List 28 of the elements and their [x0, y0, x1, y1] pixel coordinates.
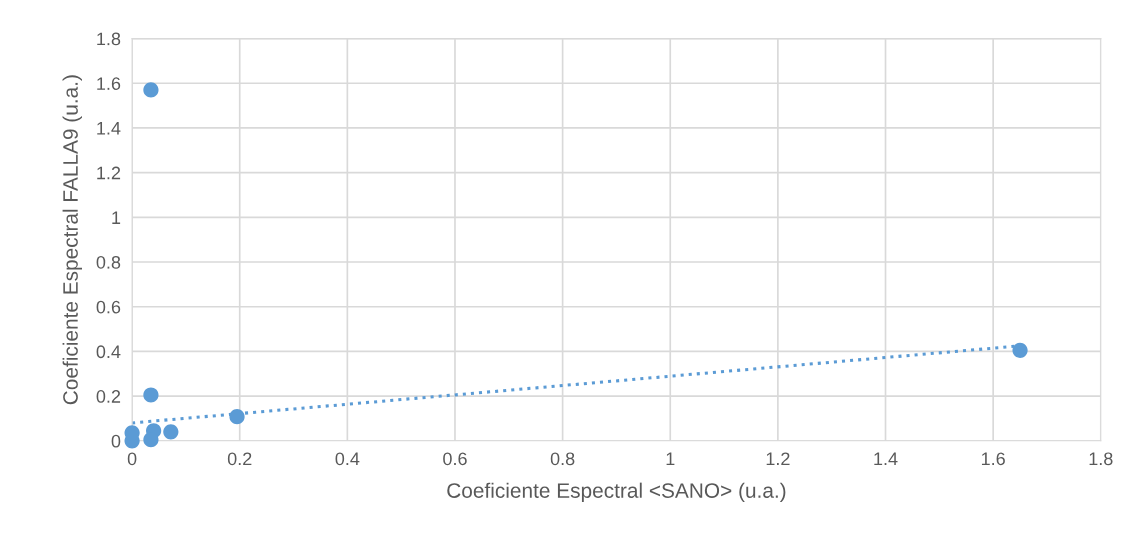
y-tick-label: 1.2	[97, 166, 121, 180]
y-tick-label: 1.6	[97, 77, 121, 90]
x-axis-title: Coeficiente Espectral <SANO> (u.a.)	[447, 482, 786, 503]
point	[143, 82, 159, 98]
x-tick-label: 0	[127, 452, 137, 466]
x-tick-label: 1.4	[874, 452, 898, 465]
y-tick-label: 0.6	[96, 300, 121, 314]
x-tick-label: 0.4	[335, 452, 360, 466]
y-tick-label: 1.4	[97, 122, 121, 135]
y-tick-label: 1.8	[97, 32, 121, 46]
x-tick-label: 0.2	[227, 452, 252, 466]
x-tick-label: 1.2	[766, 452, 790, 465]
y-tick-label: 1	[112, 211, 121, 224]
point	[143, 432, 159, 448]
x-tick-label: 1.6	[981, 452, 1005, 466]
y-tick-label: 0.8	[96, 255, 121, 269]
x-tick-label: 1.8	[1089, 452, 1113, 466]
point	[229, 409, 245, 425]
y-axis-title: Coeficiente Espectral FALLA9 (u.a.)	[62, 75, 82, 405]
point	[163, 424, 179, 440]
point	[143, 387, 159, 403]
y-tick-label: 0.4	[96, 345, 121, 359]
x-tick-label: 1	[666, 452, 675, 465]
y-tick-label: 0.2	[96, 390, 121, 403]
x-tick-label: 0.6	[443, 452, 467, 466]
x-tick-label: 0.8	[550, 452, 575, 466]
y-tick-label: 0	[111, 434, 121, 448]
point	[1012, 342, 1028, 358]
